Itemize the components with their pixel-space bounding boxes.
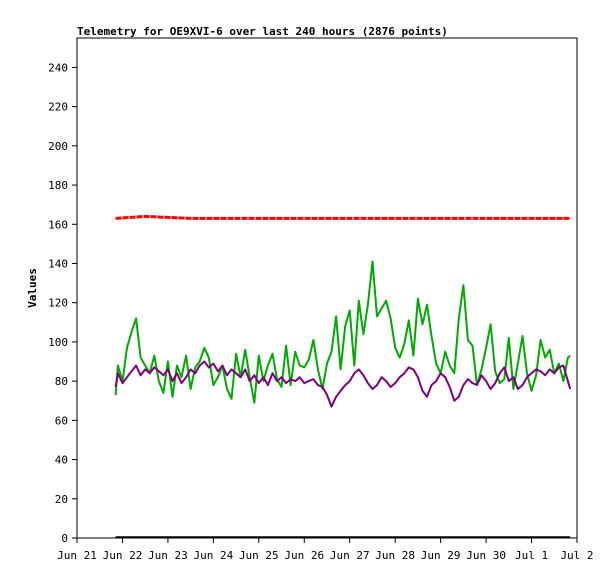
y-tick-label: 0 (61, 532, 68, 545)
plot-frame (76, 37, 578, 539)
chart-title: Telemetry for OE9XVI-6 over last 240 hou… (77, 25, 448, 38)
x-tick-label: Jun 22 (103, 549, 143, 562)
y-tick-label: 160 (48, 218, 68, 231)
x-tick-label: Jun 21 (57, 549, 97, 562)
series-group (114, 214, 572, 539)
y-tick-label: 120 (48, 297, 68, 310)
x-tick-label: Jun 28 (375, 549, 415, 562)
x-tick-label: Jun 29 (421, 549, 461, 562)
x-tick-label: Jun 24 (193, 549, 233, 562)
x-tick-label: Jun 26 (284, 549, 324, 562)
y-tick-label: 100 (48, 336, 68, 349)
x-tick-label: Jun 25 (239, 549, 279, 562)
y-tick-label: 140 (48, 257, 68, 270)
series-line-0 (115, 214, 571, 220)
y-tick-label: 80 (55, 375, 68, 388)
y-tick-label: 220 (48, 101, 68, 114)
y-tick-label: 60 (55, 414, 68, 427)
series-line-2 (114, 360, 572, 408)
x-tick-label: Jul 1 (515, 549, 548, 562)
x-tick-label: Jun 27 (330, 549, 370, 562)
y-axis-label: Values (26, 268, 39, 308)
x-axis: Jun 21 Jun 22 Jun 23 Jun 24 Jun 25 Jun 26 Jun … (57, 538, 594, 562)
x-tick-label: Jun 30 (466, 549, 506, 562)
y-tick-label: 200 (48, 140, 68, 153)
y-tick-label: 240 (48, 61, 68, 74)
series-line-1 (114, 260, 571, 404)
x-tick-label: Jul 2 (560, 549, 593, 562)
y-tick-label: 180 (48, 179, 68, 192)
y-axis: 0 20 40 60 80 100 120 140 160 180 200 220 240 (48, 61, 77, 545)
y-tick-label: 20 (55, 493, 68, 506)
x-tick-label: Jun 23 (148, 549, 188, 562)
y-tick-label: 40 (55, 454, 68, 467)
